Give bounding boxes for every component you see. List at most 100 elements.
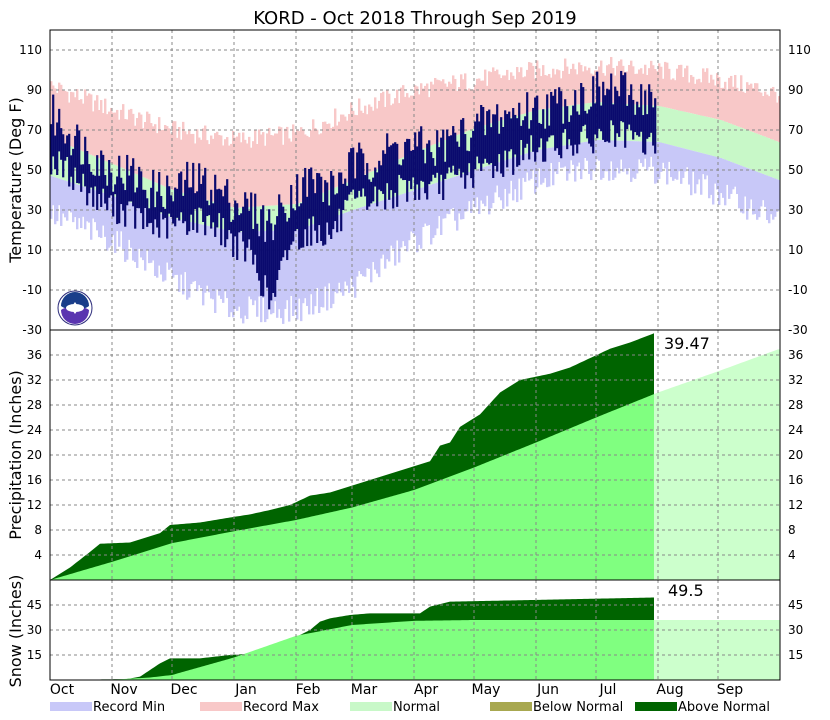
snow-tick-left: 45 (27, 598, 42, 612)
record-max-bar (274, 133, 277, 206)
normal-range-bar (734, 125, 737, 164)
record-max-bar (256, 144, 259, 207)
record-min-bar (592, 140, 595, 170)
record-min-bar (294, 230, 297, 310)
record-max-bar (768, 96, 771, 139)
month-label: Jun (536, 682, 559, 698)
precipitation-tick-left: 12 (27, 498, 42, 512)
record-max-bar (722, 87, 725, 121)
record-max-bar (182, 121, 185, 193)
month-label: Jul (599, 682, 617, 698)
normal-range-bar (724, 121, 727, 160)
normal-range-bar (750, 131, 753, 170)
record-max-bar (518, 72, 521, 116)
record-max-bar (774, 91, 777, 141)
precipitation-tick-right: 20 (788, 448, 803, 462)
record-max-bar (556, 69, 559, 108)
record-max-bar (282, 144, 285, 205)
record-min-bar (540, 149, 543, 185)
record-max-bar (284, 128, 287, 205)
record-max-bar (280, 127, 283, 206)
record-min-bar (632, 141, 635, 178)
record-max-bar (612, 67, 615, 104)
normal-range-bar (700, 115, 703, 153)
snow-tick-left: 30 (27, 623, 42, 637)
record-min-bar (404, 193, 407, 247)
snow-panel: 15 15 30 30 45 45 Snow (Inches) 49.5 (6, 575, 803, 688)
legend: Record Min Record Max Normal Below Normal Ab… (50, 700, 770, 715)
normal-range-bar (112, 164, 115, 196)
record-max-bar (432, 84, 435, 145)
record-min-bar (370, 204, 373, 283)
record-min-bar (402, 193, 405, 242)
record-min-bar (54, 177, 57, 225)
record-max-bar (632, 66, 635, 105)
record-min-bar (702, 153, 705, 175)
record-max-bar (110, 107, 113, 164)
record-min-bar (662, 143, 665, 163)
normal-range-bar (672, 109, 675, 146)
normal-range-bar (358, 177, 361, 209)
record-min-bar (446, 179, 449, 214)
legend-swatch (350, 702, 392, 711)
precipitation-tick-left: 8 (34, 523, 42, 537)
record-max-bar (294, 132, 297, 205)
normal-range-bar (718, 119, 721, 158)
record-max-bar (428, 97, 431, 147)
record-min-bar (748, 168, 751, 209)
record-min-bar (566, 145, 569, 181)
record-min-bar (556, 146, 559, 175)
record-min-bar (72, 183, 75, 223)
record-min-bar (672, 145, 675, 181)
record-max-bar (616, 65, 619, 104)
temperature-tick-left: 10 (27, 243, 42, 257)
record-max-bar (604, 75, 607, 103)
normal-range-bar (726, 122, 729, 161)
record-max-bar (570, 68, 573, 106)
normal-range-bar (256, 206, 259, 232)
record-min-bar (350, 210, 353, 278)
record-max-bar (344, 116, 347, 184)
record-max-bar (336, 125, 339, 187)
record-max-bar (748, 84, 751, 131)
record-min-bar (382, 200, 385, 255)
record-min-bar (770, 176, 773, 215)
snow-tick-right: 30 (788, 623, 803, 637)
record-min-bar (122, 199, 125, 250)
record-max-bar (764, 91, 767, 137)
record-max-bar (324, 121, 327, 192)
record-min-bar (512, 157, 515, 201)
record-min-bar (468, 172, 471, 202)
month-label: Oct (50, 682, 75, 698)
record-max-bar (296, 129, 299, 204)
record-min-bar (584, 142, 587, 159)
record-min-bar (220, 228, 223, 300)
record-min-bar (538, 149, 541, 169)
temperature-tick-left: 70 (27, 123, 42, 137)
record-min-bar (698, 152, 701, 180)
record-max-bar (526, 69, 529, 113)
record-min-bar (134, 204, 137, 263)
record-min-bar (242, 231, 245, 324)
record-min-bar (476, 169, 479, 198)
record-max-bar (740, 75, 743, 128)
normal-range-bar (680, 110, 683, 148)
record-max-bar (394, 98, 397, 162)
temperature-tick-right: 70 (788, 123, 803, 137)
record-min-bar (178, 219, 181, 292)
precipitation-tick-right: 16 (788, 473, 803, 487)
normal-range-bar (714, 118, 717, 157)
record-max-bar (500, 78, 503, 121)
legend-label: Normal (393, 700, 440, 715)
normal-range-bar (398, 159, 401, 196)
normal-range-bar (60, 142, 63, 180)
record-min-bar (380, 200, 383, 259)
record-min-bar (132, 203, 135, 261)
normal-range-bar (270, 205, 273, 231)
normal-range-bar (610, 102, 613, 141)
legend-item: Record Max (200, 700, 319, 715)
record-min-bar (620, 140, 623, 160)
record-min-bar (498, 162, 501, 198)
record-min-bar (652, 141, 655, 167)
record-min-bar (218, 228, 221, 296)
